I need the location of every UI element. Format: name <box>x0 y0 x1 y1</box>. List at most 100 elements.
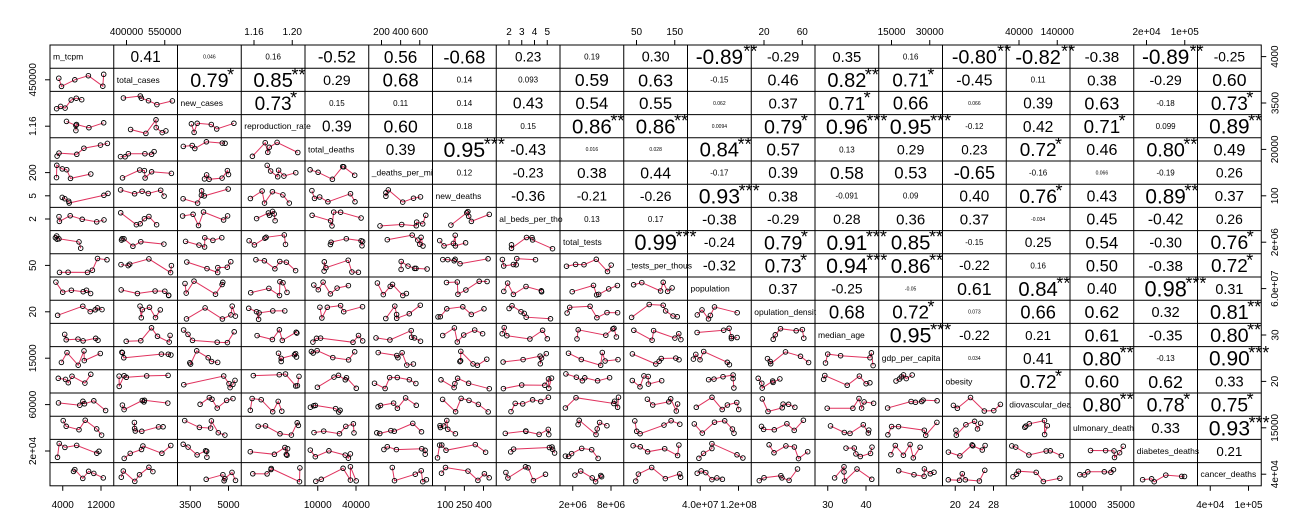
scatter-point <box>247 289 254 296</box>
scatter-point <box>418 234 424 241</box>
correlation-value: 0.034 <box>968 356 981 362</box>
axis-tick-label: 2e+04 <box>1132 27 1161 38</box>
scatter-point <box>662 308 669 314</box>
scatter-point <box>1044 422 1051 429</box>
scatter-point <box>504 332 510 339</box>
scatter-point <box>310 350 316 356</box>
scatter-point <box>123 374 130 381</box>
scatter-point <box>125 150 132 157</box>
scatter-point <box>767 361 774 367</box>
scatter-point <box>411 335 418 341</box>
scatter-point <box>548 375 555 381</box>
scatter-point <box>658 377 665 384</box>
scatter-point <box>94 305 101 311</box>
smooth-line <box>1011 445 1062 457</box>
scatter-point <box>138 446 145 453</box>
scatter-point <box>575 327 581 333</box>
scatter-point <box>510 291 517 298</box>
axis-tick-label: 2 <box>506 27 512 38</box>
scatter-point <box>399 199 406 205</box>
axis-tick-label: 40000 <box>1005 27 1033 38</box>
scatter-point <box>545 426 552 433</box>
smooth-line <box>311 211 362 227</box>
scatter-point <box>281 173 287 179</box>
scatter-point <box>127 450 133 457</box>
correlation-value: 0.40 <box>1087 281 1117 298</box>
scatter-point <box>355 332 362 339</box>
scatter-point <box>320 279 326 285</box>
smooth-line <box>761 419 804 432</box>
scatter-point <box>604 422 610 429</box>
scatter-point <box>518 308 524 315</box>
scatter-point <box>837 352 844 359</box>
scatter-point <box>734 399 740 406</box>
smooth-line <box>1079 469 1114 476</box>
scatter-point <box>394 405 401 412</box>
scatter-point <box>224 339 231 346</box>
scatter-point <box>1110 466 1117 473</box>
scatter-point <box>766 442 772 448</box>
scatter-point <box>912 399 919 406</box>
scatter-point <box>673 408 680 414</box>
scatter-point <box>856 373 863 379</box>
scatter-point <box>405 263 411 269</box>
scatter-point <box>582 375 588 381</box>
axis-tick-label: 50 <box>631 27 643 38</box>
scatter-point <box>120 95 127 101</box>
smooth-line <box>834 465 873 483</box>
scatter-point <box>141 397 148 404</box>
scatter-point <box>219 316 226 322</box>
correlation-value: 0.61 <box>957 279 991 299</box>
correlation-value: 0.39 <box>768 165 798 182</box>
correlation-value: 0.61 <box>1085 325 1119 345</box>
scatter-point <box>391 477 398 484</box>
correlation-value: 0.38 <box>577 165 607 182</box>
scatter-point <box>54 454 61 461</box>
scatter-point <box>629 351 636 357</box>
scatter-point <box>191 278 197 284</box>
scatter-point <box>75 362 81 368</box>
scatter-point <box>564 310 570 316</box>
scatter-point <box>86 124 92 131</box>
correlation-value: 0.25 <box>1025 235 1052 250</box>
scatter-point <box>340 164 347 170</box>
scatter-point <box>463 287 469 293</box>
smooth-line <box>501 326 548 340</box>
scatter-point <box>148 169 155 175</box>
scatter-point <box>53 279 59 285</box>
scatter-point <box>247 195 254 202</box>
scatter-point <box>262 139 268 146</box>
scatter-point <box>414 237 421 243</box>
axis-tick-label: 50 <box>28 259 39 271</box>
scatter-point <box>59 194 65 201</box>
correlation-value: -0.24 <box>704 235 735 250</box>
scatter-point <box>735 406 742 413</box>
scatter-point <box>476 278 482 285</box>
scatter-point <box>454 375 461 382</box>
smooth-line <box>190 122 235 135</box>
significance-star: *** <box>1249 413 1270 433</box>
scatter-point <box>142 175 148 181</box>
significance-star: * <box>1055 134 1062 154</box>
smooth-line <box>696 306 738 320</box>
scatter-point <box>779 405 785 411</box>
scatter-point <box>293 169 299 176</box>
scatter-point <box>327 218 334 224</box>
significance-star: * <box>800 250 807 270</box>
scatter-point <box>313 478 319 485</box>
scatter-point <box>165 372 171 379</box>
scatter-point <box>288 432 295 438</box>
smooth-line <box>73 468 104 480</box>
scatter-point <box>850 405 856 412</box>
scatter-point <box>182 238 189 245</box>
correlation-value: 0.80 <box>1083 395 1122 417</box>
scatter-point <box>63 166 70 173</box>
smooth-line <box>60 350 101 367</box>
scatter-point <box>277 258 283 265</box>
axis-tick-label: 3 <box>519 27 525 38</box>
scatter-point <box>867 354 873 361</box>
scatter-point <box>700 450 707 457</box>
scatter-point <box>1012 444 1019 450</box>
scatter-point <box>542 382 548 389</box>
correlation-value: 0.81 <box>1210 302 1249 324</box>
